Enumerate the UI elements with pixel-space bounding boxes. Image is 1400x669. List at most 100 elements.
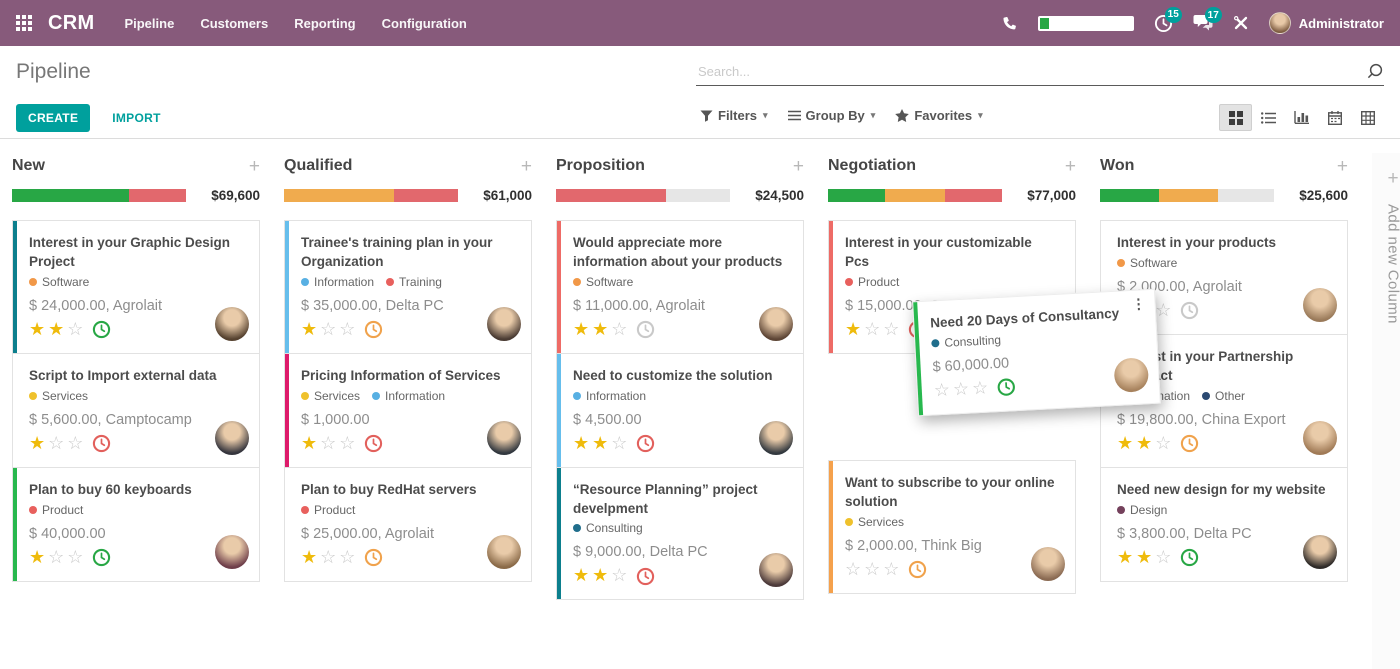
priority-stars[interactable]: ★ ★ ☆ (573, 434, 630, 454)
menu-item-customers[interactable]: Customers (200, 15, 269, 31)
star-filled-icon[interactable]: ★ (592, 565, 609, 586)
star-filled-icon[interactable]: ★ (301, 546, 318, 567)
progress-segment[interactable] (885, 189, 945, 202)
activity-clock-icon[interactable] (997, 378, 1017, 398)
create-button[interactable]: CREATE (16, 104, 91, 132)
star-empty-icon[interactable]: ☆ (339, 432, 356, 453)
priority-stars[interactable]: ★ ★ ☆ (29, 320, 86, 340)
tools-icon[interactable] (1233, 15, 1249, 31)
star-empty-icon[interactable]: ☆ (339, 546, 356, 567)
star-filled-icon[interactable]: ★ (301, 318, 318, 339)
priority-stars[interactable]: ★☆☆ (301, 548, 358, 568)
activity-clock-icon[interactable] (636, 434, 655, 453)
star-empty-icon[interactable]: ☆ (320, 546, 337, 567)
star-filled-icon[interactable]: ★ (29, 318, 46, 339)
app-brand[interactable]: CRM (48, 11, 95, 34)
column-progressbar[interactable] (1100, 189, 1274, 202)
activity-clock-icon[interactable] (364, 434, 383, 453)
progress-segment[interactable] (556, 189, 666, 202)
apps-menu-icon[interactable] (16, 15, 32, 31)
view-calendar-button[interactable] (1318, 104, 1351, 131)
star-empty-icon[interactable]: ☆ (971, 377, 989, 399)
star-empty-icon[interactable]: ☆ (1155, 432, 1172, 453)
star-empty-icon[interactable]: ☆ (883, 558, 900, 579)
star-filled-icon[interactable]: ★ (1136, 432, 1153, 453)
activity-clock-icon[interactable] (364, 320, 383, 339)
star-filled-icon[interactable]: ★ (1117, 546, 1134, 567)
progress-segment[interactable] (944, 189, 1002, 202)
activity-clock-icon[interactable] (908, 560, 927, 579)
menu-item-configuration[interactable]: Configuration (381, 15, 467, 31)
view-list-button[interactable] (1252, 104, 1285, 131)
progress-segment[interactable] (128, 189, 186, 202)
star-filled-icon[interactable]: ★ (29, 546, 46, 567)
star-empty-icon[interactable]: ☆ (845, 558, 862, 579)
add-record-plus-icon[interactable]: + (248, 155, 260, 177)
add-record-plus-icon[interactable]: + (520, 155, 532, 177)
messages-icon[interactable]: 17 (1193, 7, 1222, 32)
progress-segment[interactable] (12, 189, 129, 202)
kanban-card[interactable]: Would appreciate more information about … (556, 220, 804, 354)
priority-stars[interactable]: ☆ ☆ ☆ (845, 560, 902, 580)
group-by-dropdown[interactable]: Group By ▾ (787, 108, 875, 123)
progress-segment[interactable] (393, 189, 458, 202)
star-filled-icon[interactable]: ★ (301, 432, 318, 453)
kanban-card[interactable]: Want to subscribe to your online solutio… (828, 459, 1076, 594)
activity-clock-icon[interactable] (636, 320, 655, 339)
star-empty-icon[interactable]: ☆ (1155, 299, 1172, 320)
activity-clock-icon[interactable] (92, 548, 111, 567)
priority-stars[interactable]: ★ ★ ☆ (573, 320, 630, 340)
phone-icon[interactable] (1002, 15, 1018, 31)
star-empty-icon[interactable]: ☆ (320, 318, 337, 339)
star-empty-icon[interactable]: ☆ (952, 378, 970, 400)
star-empty-icon[interactable]: ☆ (611, 565, 628, 586)
kanban-card[interactable]: Pricing Information of Services Services… (284, 352, 532, 468)
priority-stars[interactable]: ★ ★ ☆ (573, 566, 630, 586)
progress-segment[interactable] (1159, 189, 1219, 202)
activity-clock-icon[interactable] (636, 567, 655, 586)
star-filled-icon[interactable]: ★ (48, 318, 65, 339)
kanban-card[interactable]: Need to customize the solution Informati… (556, 352, 804, 468)
progress-segment[interactable] (828, 189, 886, 202)
column-progressbar[interactable] (556, 189, 730, 202)
import-button[interactable]: IMPORT (106, 110, 166, 126)
priority-stars[interactable]: ★ ★ ☆ (1117, 434, 1174, 454)
view-graph-button[interactable] (1285, 104, 1318, 131)
star-filled-icon[interactable]: ★ (592, 318, 609, 339)
star-empty-icon[interactable]: ☆ (320, 432, 337, 453)
priority-stars[interactable]: ★☆☆ (29, 548, 86, 568)
star-empty-icon[interactable]: ☆ (864, 318, 881, 339)
progress-segment[interactable] (284, 189, 394, 202)
activity-clock-icon[interactable] (92, 320, 111, 339)
add-column-plus-icon[interactable]: + (1387, 168, 1399, 189)
star-empty-icon[interactable]: ☆ (933, 379, 951, 401)
kanban-card[interactable]: Plan to buy RedHat servers Product $ 25,… (284, 466, 532, 582)
kanban-card[interactable]: Trainee's training plan in your Organiza… (284, 220, 532, 354)
column-progressbar[interactable] (284, 189, 458, 202)
star-empty-icon[interactable]: ☆ (1155, 546, 1172, 567)
column-progressbar[interactable] (828, 189, 1002, 202)
star-filled-icon[interactable]: ★ (1117, 432, 1134, 453)
filters-dropdown[interactable]: Filters ▾ (700, 108, 768, 123)
favorites-dropdown[interactable]: Favorites ▾ (895, 108, 983, 123)
view-kanban-button[interactable] (1219, 104, 1252, 131)
priority-stars[interactable]: ★ ★ ☆ (1117, 548, 1174, 568)
star-filled-icon[interactable]: ★ (573, 565, 590, 586)
view-pivot-button[interactable] (1351, 104, 1384, 131)
star-filled-icon[interactable]: ★ (29, 432, 46, 453)
dragged-kanban-card[interactable]: Need 20 Days of Consultancy Consulting $… (912, 288, 1161, 417)
star-empty-icon[interactable]: ☆ (67, 318, 84, 339)
star-filled-icon[interactable]: ★ (573, 318, 590, 339)
star-filled-icon[interactable]: ★ (1136, 546, 1153, 567)
star-empty-icon[interactable]: ☆ (611, 432, 628, 453)
activity-clock-icon[interactable] (1180, 301, 1199, 320)
column-progressbar[interactable] (12, 189, 186, 202)
menu-item-reporting[interactable]: Reporting (294, 15, 356, 31)
star-empty-icon[interactable]: ☆ (48, 432, 65, 453)
star-empty-icon[interactable]: ☆ (864, 558, 881, 579)
add-record-plus-icon[interactable]: + (1336, 155, 1348, 177)
star-filled-icon[interactable]: ★ (573, 432, 590, 453)
menu-item-pipeline[interactable]: Pipeline (124, 15, 175, 31)
kebab-menu-icon[interactable]: ⋮ (1131, 295, 1146, 312)
priority-stars[interactable]: ★☆☆ (301, 320, 358, 340)
